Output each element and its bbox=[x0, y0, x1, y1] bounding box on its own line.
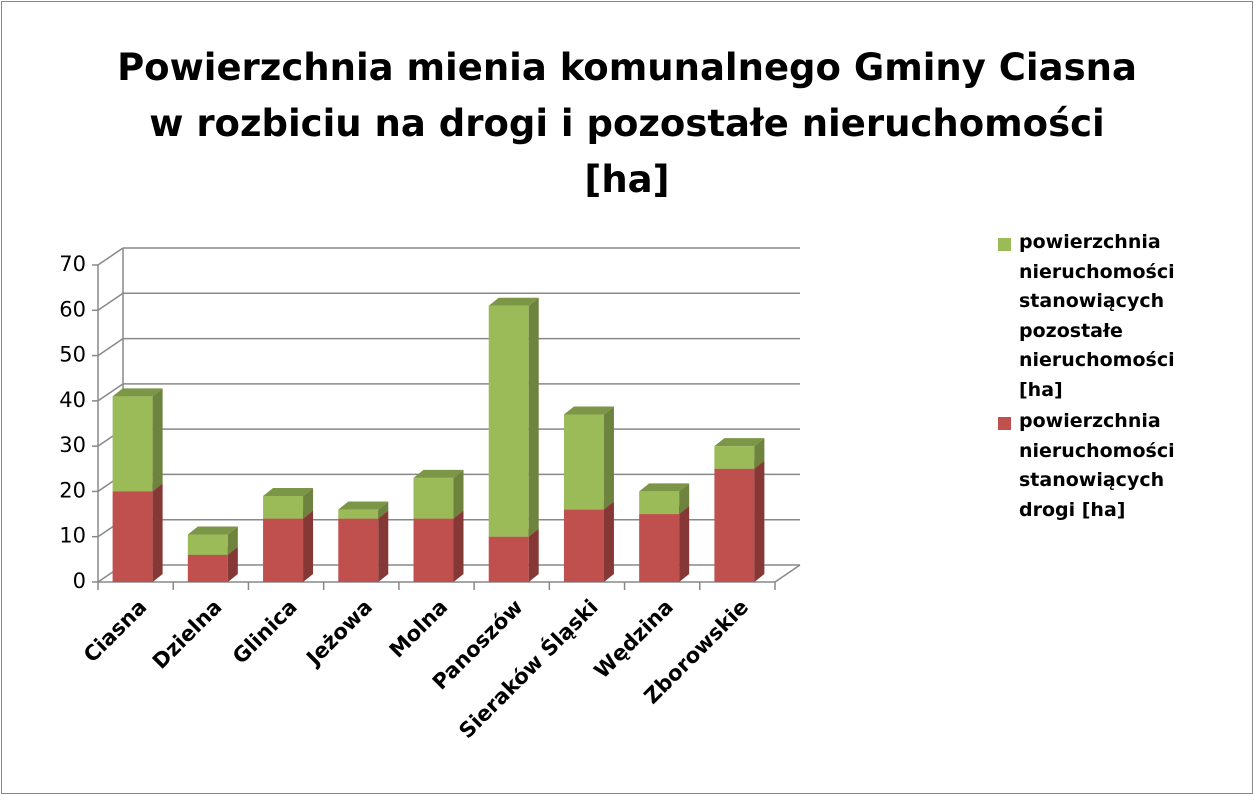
bar-front bbox=[639, 514, 680, 582]
legend-item: powierzchnia nieruchomości stanowiących … bbox=[998, 228, 1228, 405]
bar-segment bbox=[413, 469, 464, 519]
bar-front bbox=[488, 536, 529, 582]
bar-front bbox=[413, 518, 454, 582]
y-tick-label: 70 bbox=[59, 252, 86, 276]
x-tick-label: Sieraków Śląski bbox=[454, 594, 603, 743]
bar-segment bbox=[563, 501, 614, 582]
legend-label: powierzchnia nieruchomości stanowiących … bbox=[1019, 231, 1175, 401]
y-tick-label: 40 bbox=[59, 388, 86, 412]
bar-segment bbox=[639, 483, 690, 515]
y-tick-label: 20 bbox=[59, 478, 86, 502]
bar-segment bbox=[112, 388, 163, 492]
bar-side bbox=[754, 438, 765, 469]
bar-segment bbox=[187, 526, 238, 555]
bar-top bbox=[563, 406, 614, 415]
y-tick-label: 0 bbox=[73, 569, 86, 593]
bar-side bbox=[754, 460, 765, 582]
bar-top bbox=[263, 487, 314, 496]
bar-front bbox=[338, 518, 379, 582]
bar-top bbox=[714, 438, 765, 447]
bar-top bbox=[639, 483, 690, 492]
legend: powierzchnia nieruchomości stanowiących … bbox=[998, 228, 1228, 527]
bar-front bbox=[338, 509, 379, 519]
bar-segment bbox=[112, 483, 163, 582]
x-tick-label: Ciasna bbox=[79, 595, 151, 667]
bar-front bbox=[639, 491, 680, 515]
y-tick-label: 30 bbox=[59, 433, 86, 457]
bar-front bbox=[112, 491, 153, 582]
bar-side bbox=[152, 388, 163, 492]
bar-side bbox=[152, 483, 163, 582]
bar-top bbox=[413, 469, 464, 478]
bar-segment bbox=[714, 438, 765, 469]
legend-item: powierzchnia nieruchomości stanowiących … bbox=[998, 407, 1228, 525]
bar-front bbox=[563, 414, 604, 510]
bar-top bbox=[187, 526, 238, 535]
bar-side bbox=[378, 501, 389, 519]
bar-front bbox=[187, 554, 228, 582]
bar-front bbox=[263, 495, 304, 519]
legend-key bbox=[998, 417, 1011, 430]
chart-title: Powierzchnia mienia komunalnego Gminy Ci… bbox=[117, 46, 1137, 201]
legend-label: powierzchnia nieruchomości stanowiących … bbox=[1019, 410, 1175, 521]
bar-side bbox=[679, 506, 690, 582]
bar-front bbox=[488, 305, 529, 537]
bar-segment bbox=[488, 297, 539, 537]
bar-segment bbox=[263, 487, 314, 519]
grid-line bbox=[97, 292, 124, 311]
x-tick-label: Molna bbox=[385, 595, 453, 663]
bar-segment bbox=[714, 460, 765, 582]
bar-front bbox=[263, 518, 304, 582]
bar-side bbox=[303, 487, 314, 519]
bar-front bbox=[714, 468, 755, 582]
bar-top bbox=[112, 388, 163, 397]
grid-line bbox=[97, 337, 124, 357]
bar-front bbox=[563, 509, 604, 582]
bar-front bbox=[112, 396, 153, 492]
bar-side bbox=[453, 469, 464, 519]
bar-top bbox=[488, 297, 539, 306]
bar-side bbox=[227, 546, 238, 582]
bar-front bbox=[187, 534, 228, 555]
bar-side bbox=[303, 510, 314, 582]
bar-side bbox=[227, 526, 238, 555]
bar-front bbox=[413, 477, 454, 519]
bar-side bbox=[603, 406, 614, 510]
bar-side bbox=[378, 510, 389, 582]
y-tick-label: 10 bbox=[59, 524, 86, 548]
bar-side bbox=[528, 297, 539, 537]
bar-segment bbox=[338, 501, 389, 519]
legend-key bbox=[998, 238, 1011, 251]
bar-segment bbox=[413, 510, 464, 582]
bar-segment bbox=[563, 406, 614, 510]
bar-side bbox=[528, 528, 539, 582]
bar-front bbox=[714, 446, 755, 469]
bar-side bbox=[453, 510, 464, 582]
x-tick-label: Glinica bbox=[228, 595, 302, 669]
bar-segment bbox=[263, 510, 314, 582]
bar-segment bbox=[338, 510, 389, 582]
grid-line bbox=[97, 383, 124, 402]
floor-line bbox=[774, 564, 801, 583]
x-tick-label: Dzielna bbox=[148, 595, 227, 674]
y-tick-label: 60 bbox=[59, 297, 86, 321]
bar-side bbox=[679, 483, 690, 515]
bar-top bbox=[338, 501, 389, 510]
bar-segment bbox=[639, 506, 690, 582]
y-tick-label: 50 bbox=[59, 343, 86, 367]
x-tick-label: Jeżowa bbox=[300, 595, 377, 672]
bar-side bbox=[603, 501, 614, 582]
grid-line bbox=[97, 247, 124, 266]
